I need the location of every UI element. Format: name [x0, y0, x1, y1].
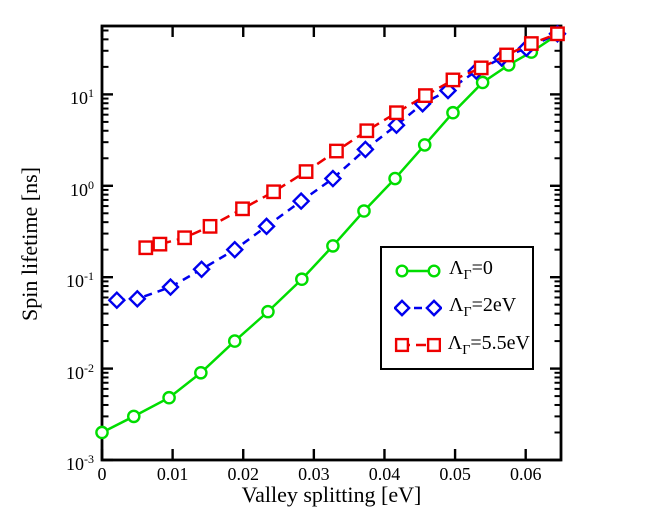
series-lambda-0-marker-circle: [126, 409, 141, 424]
series-lambda-5.5ev-marker-square: [152, 236, 168, 252]
series-lambda-0-marker-circle: [194, 365, 208, 380]
series-lambda-5.5ev-marker-square: [445, 72, 461, 88]
series-lambda-2ev-marker-diamond: [225, 240, 244, 259]
series-lambda-5.5ev-marker-square: [298, 164, 314, 179]
series-lambda-0-marker-circle: [388, 171, 402, 186]
series-lambda-0-marker-circle: [475, 75, 490, 90]
series-lambda-5.5ev-marker-square: [499, 47, 515, 63]
series-lambda-0-marker-circle: [417, 138, 432, 152]
series-lambda-2ev-marker-diamond: [128, 289, 147, 309]
series-lambda-2ev-marker-diamond: [387, 116, 406, 135]
series-lambda-0-marker-circle: [162, 390, 176, 405]
series-lambda-0-marker-circle: [95, 425, 109, 440]
series-lambda-2ev-marker-diamond: [356, 140, 375, 159]
series-lambda-5.5ev-marker-square: [202, 218, 218, 234]
series-line-lambda-5.5ev: [145, 32, 558, 249]
series-lambda-0-marker-circle: [326, 239, 340, 253]
series-lambda-5.5ev-marker-square: [235, 201, 250, 217]
series-lambda-0-marker-circle: [295, 272, 309, 287]
series-lambda-2ev-marker-diamond: [257, 217, 276, 236]
series-line-lambda-0: [101, 33, 559, 434]
series-lambda-2ev-marker-diamond: [107, 291, 127, 310]
series-lambda-5.5ev-marker-square: [359, 123, 375, 139]
series-lambda-0-marker-circle: [357, 204, 371, 218]
series-lambda-5.5ev-marker-square: [138, 240, 154, 256]
series-lambda-0-marker-circle: [261, 304, 275, 319]
series-lambda-2ev-marker-diamond: [192, 260, 211, 279]
series-lambda-5.5ev-marker-square: [266, 184, 281, 200]
series-lambda-5.5ev-marker-square: [418, 88, 433, 103]
series-lambda-0-marker-circle: [446, 105, 460, 120]
series-lambda-2ev-marker-diamond: [291, 191, 311, 211]
series-line-lambda-2ev: [116, 32, 558, 302]
series-lambda-2ev-marker-diamond: [161, 277, 180, 297]
series-lambda-2ev-marker-diamond: [323, 169, 343, 188]
series-lambda-0-marker-circle: [227, 334, 242, 348]
series-lambda-5.5ev-marker-square: [177, 230, 193, 246]
plot-frame: [100, 24, 563, 462]
series-lambda-5.5ev-marker-square: [473, 60, 489, 76]
series-lambda-5.5ev-marker-square: [550, 26, 565, 42]
series-lambda-5.5ev-marker-square: [389, 105, 404, 121]
series-lambda-5.5ev-marker-square: [329, 143, 344, 159]
series-lambda-5.5ev-marker-square: [523, 36, 539, 51]
